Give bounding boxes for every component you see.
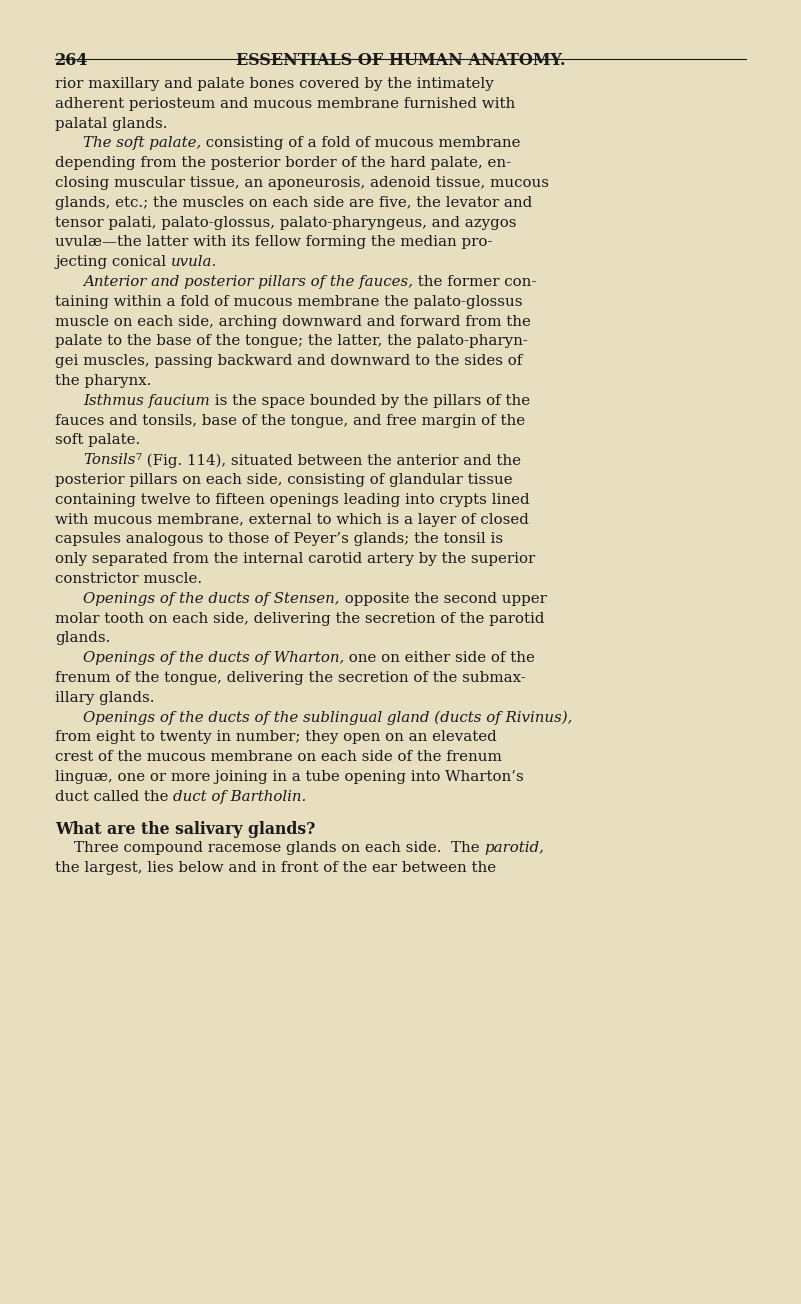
Text: frenum of the tongue, delivering the secretion of the submax-: frenum of the tongue, delivering the sec…	[55, 672, 526, 685]
Text: constrictor muscle.: constrictor muscle.	[55, 572, 202, 585]
Text: fauces and tonsils, base of the tongue, and free margin of the: fauces and tonsils, base of the tongue, …	[55, 413, 525, 428]
Text: What are the salivary glands?: What are the salivary glands?	[55, 822, 316, 838]
Text: posterior pillars on each side, consisting of glandular tissue: posterior pillars on each side, consisti…	[55, 473, 513, 486]
Text: is the space bounded by the pillars of the: is the space bounded by the pillars of t…	[210, 394, 530, 408]
Text: jecting conical: jecting conical	[55, 256, 171, 269]
Text: molar tooth on each side, delivering the secretion of the parotid: molar tooth on each side, delivering the…	[55, 612, 545, 626]
Text: uvulæ—the latter with its fellow forming the median pro-: uvulæ—the latter with its fellow forming…	[55, 236, 493, 249]
Text: glands, etc.; the muscles on each side are five, the levator and: glands, etc.; the muscles on each side a…	[55, 196, 532, 210]
Text: muscle on each side, arching downward and forward from the: muscle on each side, arching downward an…	[55, 314, 531, 329]
Text: the largest, lies below and in front of the ear between the: the largest, lies below and in front of …	[55, 861, 496, 875]
Text: glands.: glands.	[55, 631, 111, 645]
Text: one on either side of the: one on either side of the	[344, 651, 535, 665]
Text: Isthmus faucium: Isthmus faucium	[83, 394, 210, 408]
Text: The soft palate,: The soft palate,	[83, 137, 201, 150]
Text: ⁷ (Fig. 114), situated between the anterior and the: ⁷ (Fig. 114), situated between the anter…	[135, 454, 521, 468]
Text: Anterior and posterior pillars of the fauces,: Anterior and posterior pillars of the fa…	[83, 275, 413, 289]
Text: soft palate.: soft palate.	[55, 433, 140, 447]
Text: opposite the second upper: opposite the second upper	[340, 592, 546, 606]
Text: palate to the base of the tongue; the latter, the palato-pharyn-: palate to the base of the tongue; the la…	[55, 334, 528, 348]
Text: rior maxillary and palate bones covered by the intimately: rior maxillary and palate bones covered …	[55, 77, 493, 91]
Text: ESSENTIALS OF HUMAN ANATOMY.: ESSENTIALS OF HUMAN ANATOMY.	[235, 52, 566, 69]
Text: gei muscles, passing backward and downward to the sides of: gei muscles, passing backward and downwa…	[55, 355, 522, 368]
Text: Openings of the ducts of the sublingual gland (ducts of Rivinus),: Openings of the ducts of the sublingual …	[83, 711, 573, 725]
Text: the former con-: the former con-	[413, 275, 537, 289]
Text: palatal glands.: palatal glands.	[55, 116, 167, 130]
Text: tensor palati, palato-glossus, palato-pharyngeus, and azygos: tensor palati, palato-glossus, palato-ph…	[55, 215, 517, 230]
Text: depending from the posterior border of the hard palate, en-: depending from the posterior border of t…	[55, 156, 511, 171]
Text: duct of Bartholin.: duct of Bartholin.	[173, 790, 307, 803]
Text: duct called the: duct called the	[55, 790, 173, 803]
Text: illary glands.: illary glands.	[55, 691, 155, 704]
Text: adherent periosteum and mucous membrane furnished with: adherent periosteum and mucous membrane …	[55, 96, 515, 111]
Text: uvula.: uvula.	[171, 256, 217, 269]
Text: consisting of a fold of mucous membrane: consisting of a fold of mucous membrane	[201, 137, 521, 150]
Text: 264: 264	[55, 52, 88, 69]
Text: crest of the mucous membrane on each side of the frenum: crest of the mucous membrane on each sid…	[55, 750, 502, 764]
Text: taining within a fold of mucous membrane the palato-glossus: taining within a fold of mucous membrane…	[55, 295, 522, 309]
Text: linguæ, one or more joining in a tube opening into Wharton’s: linguæ, one or more joining in a tube op…	[55, 769, 524, 784]
Text: Tonsils: Tonsils	[83, 454, 135, 467]
Text: Openings of the ducts of Wharton,: Openings of the ducts of Wharton,	[83, 651, 344, 665]
Text: containing twelve to fifteen openings leading into crypts lined: containing twelve to fifteen openings le…	[55, 493, 529, 507]
Text: closing muscular tissue, an aponeurosis, adenoid tissue, mucous: closing muscular tissue, an aponeurosis,…	[55, 176, 549, 190]
Text: only separated from the internal carotid artery by the superior: only separated from the internal carotid…	[55, 552, 535, 566]
Text: parotid,: parotid,	[485, 841, 544, 855]
Text: with mucous membrane, external to which is a layer of closed: with mucous membrane, external to which …	[55, 512, 529, 527]
Text: Openings of the ducts of Stensen,: Openings of the ducts of Stensen,	[83, 592, 340, 606]
Text: the pharynx.: the pharynx.	[55, 374, 151, 389]
Text: from eight to twenty in number; they open on an elevated: from eight to twenty in number; they ope…	[55, 730, 497, 745]
Text: Three compound racemose glands on each side.  The: Three compound racemose glands on each s…	[55, 841, 485, 855]
Text: capsules analogous to those of Peyer’s glands; the tonsil is: capsules analogous to those of Peyer’s g…	[55, 532, 503, 546]
